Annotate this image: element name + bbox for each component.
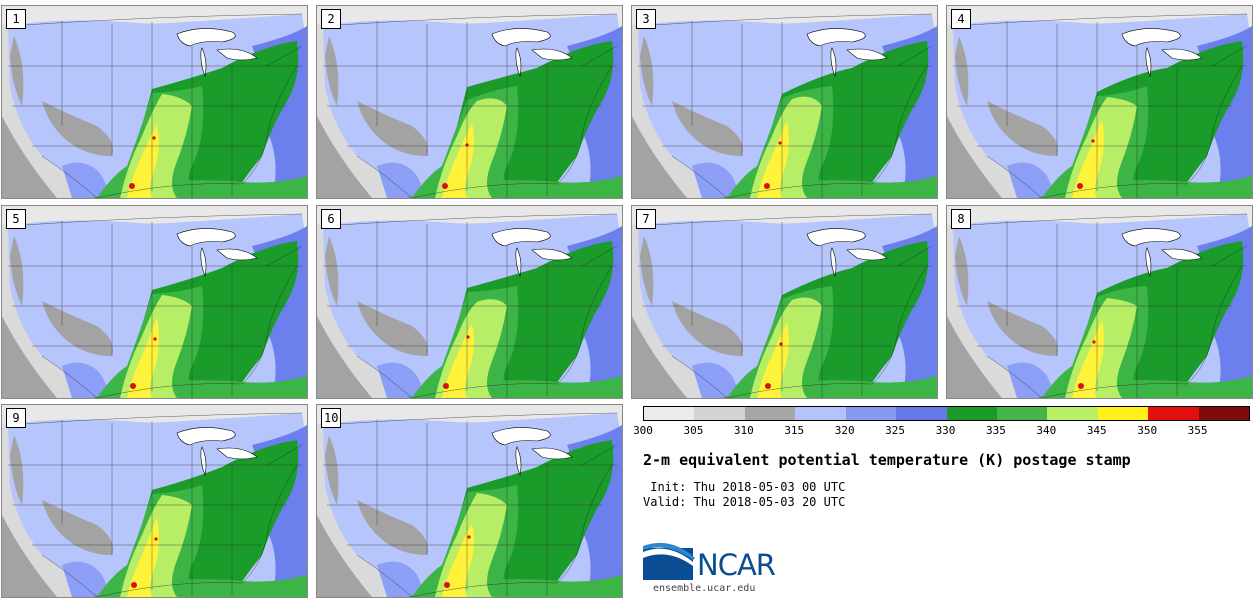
member-map <box>2 206 307 398</box>
valid-time: Valid: Thu 2018-05-03 20 UTC <box>643 495 846 509</box>
member-map <box>947 206 1252 398</box>
colorbar-segment <box>744 407 796 420</box>
colorbar-segment <box>1198 407 1250 420</box>
colorbar-segment <box>845 407 897 420</box>
colorbar-tick-label: 330 <box>935 424 956 437</box>
init-time: Init: Thu 2018-05-03 00 UTC <box>643 480 846 494</box>
colorbar-tick-label: 325 <box>885 424 906 437</box>
member-map <box>632 6 937 198</box>
member-map-panel: 10 <box>316 404 623 598</box>
colorbar-segment <box>1097 407 1149 420</box>
colorbar-segment <box>1148 407 1199 420</box>
colorbar-tick-labels: 300 305 310 315 320 325 330 335 340 345 350 355 <box>633 424 1260 440</box>
member-map-panel: 2 <box>316 5 623 199</box>
member-number-label: 10 <box>321 408 342 428</box>
figure-title: 2-m equivalent potential temperature (K)… <box>643 451 1131 469</box>
colorbar-segment <box>795 407 846 420</box>
member-map-panel: 8 <box>946 205 1253 399</box>
colorbar-segment <box>996 407 1048 420</box>
colorbar-tick-label: 315 <box>784 424 805 437</box>
colorbar-segment <box>1047 407 1098 420</box>
member-map <box>2 405 307 597</box>
member-number-label: 2 <box>321 9 341 29</box>
colorbar-tick-label: 305 <box>683 424 704 437</box>
member-number-label: 4 <box>951 9 971 29</box>
member-map <box>317 405 622 597</box>
member-map-panel: 1 <box>1 5 308 199</box>
colorbar-segment <box>896 407 947 420</box>
member-map-panel: 9 <box>1 404 308 598</box>
colorbar-segment <box>946 407 997 420</box>
colorbar-tick-label: 340 <box>1036 424 1057 437</box>
member-map <box>632 206 937 398</box>
member-number-label: 1 <box>6 9 26 29</box>
ncar-logo-text: NCAR <box>697 548 776 582</box>
member-map <box>947 6 1252 198</box>
member-number-label: 5 <box>6 209 26 229</box>
member-number-label: 7 <box>636 209 656 229</box>
colorbar-tick-label: 320 <box>834 424 855 437</box>
colorbar-tick-label: 310 <box>733 424 754 437</box>
colorbar-tick-label: 345 <box>1086 424 1107 437</box>
member-number-label: 6 <box>321 209 341 229</box>
colorbar-segment <box>644 407 695 420</box>
colorbar <box>643 406 1250 421</box>
member-map <box>2 6 307 198</box>
colorbar-segment <box>694 407 745 420</box>
member-number-label: 3 <box>636 9 656 29</box>
member-map-panel: 3 <box>631 5 938 199</box>
colorbar-tick-label: 350 <box>1137 424 1158 437</box>
member-number-label: 8 <box>951 209 971 229</box>
member-map <box>317 6 622 198</box>
member-map-panel: 4 <box>946 5 1253 199</box>
member-map <box>317 206 622 398</box>
member-map-panel: 5 <box>1 205 308 399</box>
colorbar-tick-label: 300 <box>633 424 653 437</box>
member-map-panel: 6 <box>316 205 623 399</box>
member-number-label: 9 <box>6 408 26 428</box>
member-map-panel: 7 <box>631 205 938 399</box>
ncar-logo <box>643 542 695 580</box>
colorbar-tick-label: 355 <box>1187 424 1208 437</box>
site-url: ensemble.ucar.edu <box>653 583 756 594</box>
colorbar-tick-label: 335 <box>985 424 1006 437</box>
